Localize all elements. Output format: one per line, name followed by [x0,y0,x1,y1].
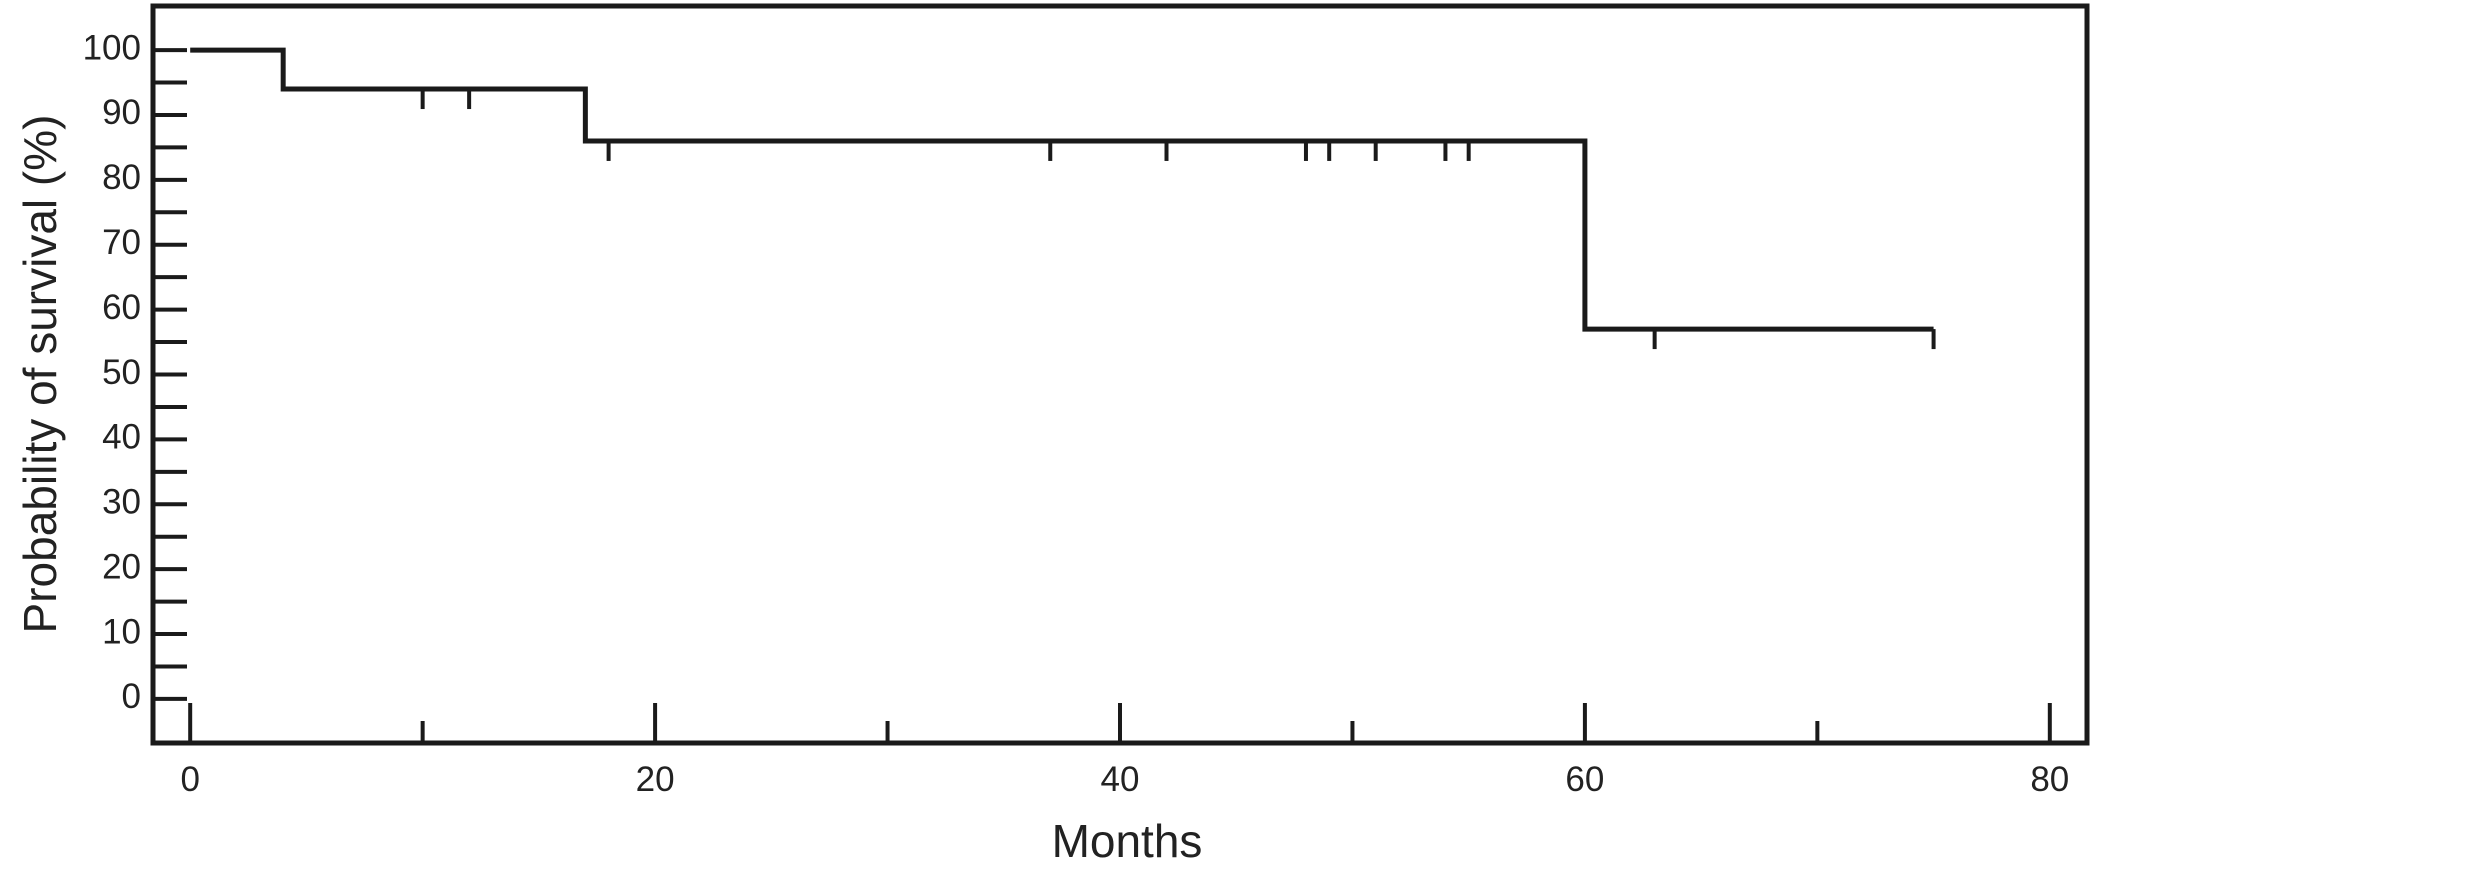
x-tick-label: 80 [2030,760,2069,799]
y-tick-label: 30 [102,483,141,522]
x-tick-label: 0 [180,760,199,799]
x-tick-label: 60 [1565,760,1604,799]
x-tick-label: 40 [1101,760,1140,799]
x-tick-label: 20 [636,760,675,799]
y-tick-label: 70 [102,223,141,262]
y-tick-label: 100 [83,28,141,67]
y-tick-label: 50 [102,353,141,392]
y-tick-label: 90 [102,93,141,132]
y-tick-label: 0 [122,677,141,716]
y-tick-label: 10 [102,612,141,651]
y-tick-label: 60 [102,288,141,327]
survival-curve [190,47,1934,332]
y-axis-label: Probability of survival (%) [14,115,66,634]
y-tick-label: 80 [102,158,141,197]
plot-frame [150,3,2090,746]
x-axis-label: Months [1052,815,1203,867]
y-tick-label: 20 [102,547,141,586]
y-tick-label: 40 [102,418,141,457]
